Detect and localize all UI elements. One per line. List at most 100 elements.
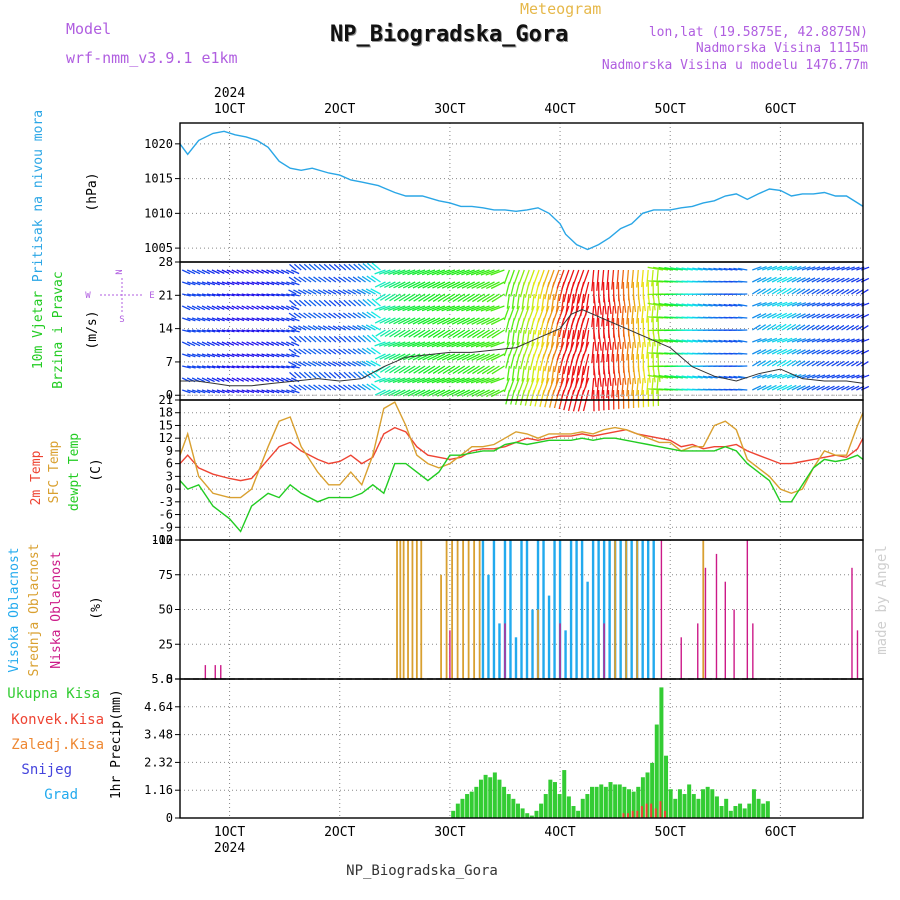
wind-arrow bbox=[651, 341, 654, 359]
y-tick-label: 7 bbox=[166, 355, 173, 369]
wind-arrow bbox=[723, 375, 733, 379]
wind-arrow bbox=[550, 293, 555, 312]
wind-arrow bbox=[361, 275, 371, 283]
wind-arrow bbox=[241, 341, 250, 346]
high-cloud-bar bbox=[630, 540, 633, 679]
wind-arrow bbox=[508, 269, 515, 285]
wind-arrow bbox=[288, 325, 297, 331]
wind-arrow bbox=[781, 337, 793, 343]
wind-arrow bbox=[545, 365, 550, 384]
mid-cloud-bar bbox=[636, 540, 639, 679]
low-cloud-bar bbox=[660, 540, 663, 679]
wind-arrow bbox=[308, 299, 317, 307]
wind-arrow bbox=[636, 269, 639, 288]
wind-arrow bbox=[664, 338, 679, 343]
wind-arrow bbox=[752, 277, 762, 283]
wind-arrow bbox=[641, 377, 644, 396]
wind-arrow bbox=[333, 335, 342, 343]
wind-arrow bbox=[357, 312, 366, 319]
mid-cloud-bar bbox=[456, 540, 459, 679]
wind-arrow bbox=[328, 384, 337, 391]
y-tick-label: 4.64 bbox=[144, 700, 173, 714]
wind-arrow bbox=[343, 312, 352, 319]
wind-arrow bbox=[447, 365, 461, 375]
wind-arrow bbox=[801, 313, 811, 319]
rain-bar bbox=[640, 777, 645, 818]
wind-arrow bbox=[462, 293, 476, 303]
wind-arrow bbox=[771, 373, 783, 379]
wind-arrow bbox=[431, 341, 446, 348]
wind-arrow bbox=[561, 305, 570, 326]
wind-arrow bbox=[475, 377, 490, 384]
wind-arrow bbox=[664, 266, 679, 271]
wind-arrow bbox=[231, 389, 240, 394]
wind-arrow bbox=[752, 349, 762, 355]
wind-arrow bbox=[851, 324, 860, 331]
high-cloud-bar bbox=[525, 540, 529, 679]
rain-bar bbox=[566, 796, 571, 818]
wind-arrow bbox=[806, 324, 815, 331]
wind-arrow bbox=[796, 266, 807, 271]
wind-arrow bbox=[781, 348, 793, 355]
mid-cloud-bar bbox=[462, 540, 465, 679]
wind-arrow bbox=[241, 281, 250, 286]
wind-arrow bbox=[761, 301, 773, 307]
wind-arrow bbox=[801, 338, 811, 343]
wind-arrow bbox=[303, 335, 312, 343]
rain-bar bbox=[599, 784, 604, 818]
compass-label: E bbox=[149, 291, 154, 301]
low-cloud-bar bbox=[856, 630, 859, 679]
wind-arrow bbox=[631, 341, 634, 360]
wind-arrow bbox=[561, 377, 570, 398]
wind-arrow bbox=[365, 288, 376, 295]
wind-arrow bbox=[236, 293, 245, 297]
wind-arrow bbox=[596, 341, 600, 363]
wind-arrow bbox=[806, 338, 816, 343]
wind-arrow bbox=[342, 289, 352, 295]
mid-cloud-bar bbox=[420, 540, 423, 679]
wind-arrow bbox=[542, 305, 550, 323]
wind-arrow bbox=[436, 269, 451, 276]
wind-arrow bbox=[593, 329, 597, 352]
high-cloud-bar bbox=[547, 595, 551, 679]
rain-bar bbox=[594, 786, 599, 818]
mid-cloud-bar bbox=[467, 540, 470, 679]
wind-arrow bbox=[702, 303, 713, 307]
wind-arrow bbox=[384, 293, 396, 302]
wind-arrow bbox=[361, 383, 371, 391]
wind-arrow bbox=[318, 263, 327, 271]
wind-arrow bbox=[846, 338, 855, 343]
wind-arrow bbox=[708, 267, 718, 271]
wind-arrow bbox=[236, 281, 245, 286]
wind-arrow bbox=[426, 269, 441, 276]
wind-arrow bbox=[801, 385, 811, 391]
wind-arrow bbox=[451, 341, 466, 348]
wind-arrow bbox=[510, 281, 515, 297]
wind-arrow bbox=[303, 276, 312, 283]
wind-arrow bbox=[831, 313, 840, 319]
wind-arrow bbox=[480, 305, 495, 312]
wind-arrow bbox=[471, 353, 485, 361]
wind-arrow bbox=[821, 360, 830, 367]
wind-arrow bbox=[366, 370, 376, 379]
wind-arrow bbox=[560, 365, 565, 386]
rain-bar bbox=[733, 806, 738, 818]
rain-bar bbox=[631, 791, 636, 818]
wind-arrow bbox=[791, 360, 801, 367]
wind-arrow bbox=[846, 277, 855, 283]
wind-arrow bbox=[256, 341, 264, 346]
wind-arrow bbox=[702, 375, 713, 379]
wind-arrow bbox=[352, 289, 362, 295]
wind-arrow bbox=[752, 338, 762, 343]
convective-rain-bar bbox=[645, 803, 648, 818]
wind-arrow bbox=[201, 317, 211, 322]
wind-arrow bbox=[379, 281, 391, 288]
wind-arrow bbox=[293, 384, 302, 391]
wind-arrow bbox=[291, 353, 300, 358]
wind-arrow bbox=[841, 374, 850, 379]
wind-arrow bbox=[441, 389, 456, 397]
wind-arrow bbox=[821, 313, 830, 319]
wind-arrow bbox=[551, 377, 560, 396]
wind-arrow bbox=[841, 349, 850, 355]
y-tick-label: -3 bbox=[159, 495, 173, 509]
